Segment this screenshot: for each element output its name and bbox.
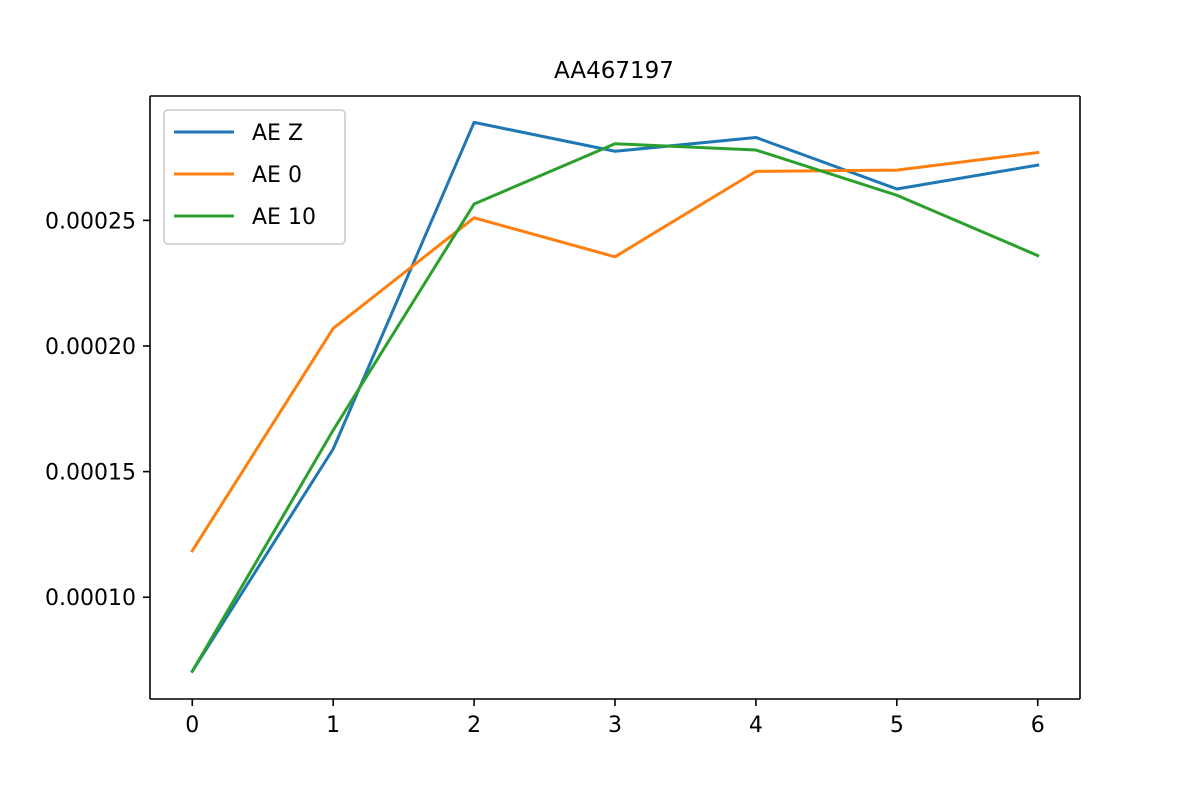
x-tick-label: 5 [890,713,904,738]
y-tick-label: 0.00015 [45,461,136,486]
y-tick-label: 0.00025 [45,209,136,234]
legend-box [163,109,346,245]
x-tick-label: 2 [467,713,481,738]
series-group [190,120,1040,674]
y-tick-label: 0.00010 [45,586,136,611]
y-tick-label: 0.00020 [45,335,136,360]
legend-items: AE Z AE 0 AE 10 [174,121,316,230]
x-tick-label: 3 [608,713,622,738]
legend: AE Z AE 0 AE 10 [163,109,346,245]
legend-label: AE 10 [252,205,316,230]
x-axis: 0 1 2 3 4 5 6 [185,699,1045,738]
legend-label: AE Z [252,121,303,146]
chart-title: AA467197 [554,58,674,84]
y-axis: 0.00010 0.00015 0.00020 0.00025 [45,209,150,611]
x-tick-label: 0 [185,713,199,738]
x-tick-label: 4 [749,713,763,738]
x-tick-label: 1 [326,713,340,738]
x-tick-label: 6 [1031,713,1045,738]
legend-label: AE 0 [252,163,302,188]
